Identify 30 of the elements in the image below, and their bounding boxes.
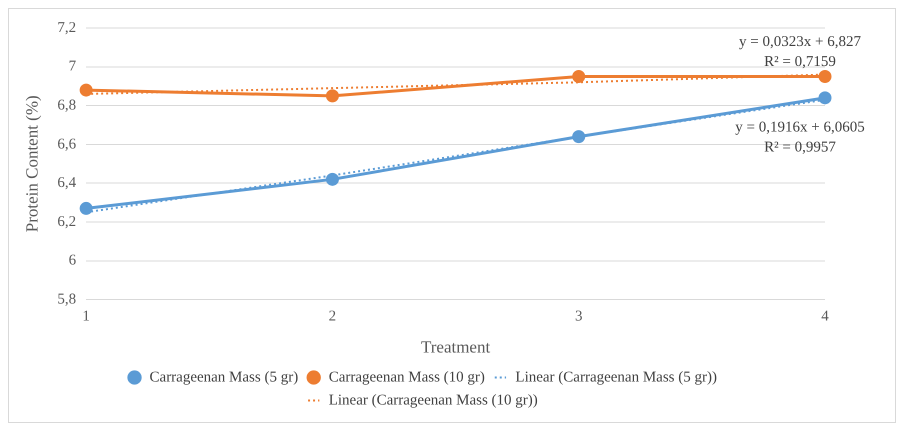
y-tick-label: 6,2 <box>57 214 76 230</box>
point <box>572 130 586 144</box>
point <box>818 91 832 104</box>
annotation: y = 0,0323x + 6,827 <box>739 34 862 50</box>
point <box>80 84 93 97</box>
annotation: R² = 0,7159 <box>764 54 836 70</box>
x-axis-title: Treatment <box>420 337 490 356</box>
y-tick-label: 6,6 <box>57 136 77 152</box>
legend-label: Carrageenan Mass (5 gr) <box>150 369 298 386</box>
point <box>326 89 339 102</box>
legend-label: Carrageenan Mass (10 gr) <box>328 369 485 386</box>
y-tick-label: 6,4 <box>57 175 77 192</box>
y-tick-label: 7 <box>68 58 77 75</box>
annotation: R² = 0,9957 <box>764 140 836 156</box>
legend-label: Linear (Carrageenan Mass (10 gr)) <box>328 392 538 408</box>
point <box>326 172 339 186</box>
annotation: y = 0,1916x + 6,0605 <box>735 120 865 136</box>
legend-label: Linear (Carrageenan Mass (5 gr)) <box>515 369 717 386</box>
y-axis-title: Protein Content (%) <box>22 95 42 232</box>
x-tick-label: 3 <box>574 308 582 325</box>
point <box>818 70 832 83</box>
x-tick-label: 2 <box>328 308 336 325</box>
x-tick-label: 1 <box>82 308 90 325</box>
y-tick-label: 6,8 <box>57 98 76 114</box>
y-tick-label: 7,2 <box>57 20 76 36</box>
x-tick-label: 4 <box>821 308 830 325</box>
y-tick-label: 5,8 <box>57 292 76 308</box>
point <box>80 202 93 215</box>
point <box>572 70 586 83</box>
y-tick-label: 6 <box>68 252 77 269</box>
